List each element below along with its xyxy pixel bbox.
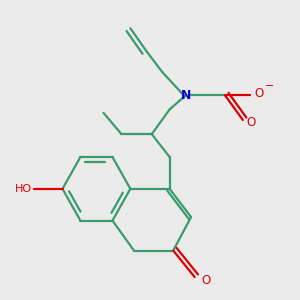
Text: O: O (254, 87, 263, 100)
Text: O: O (246, 116, 256, 129)
Text: N: N (181, 89, 191, 102)
Text: HO: HO (15, 184, 32, 194)
Text: −: − (265, 82, 274, 92)
Text: O: O (201, 274, 210, 287)
